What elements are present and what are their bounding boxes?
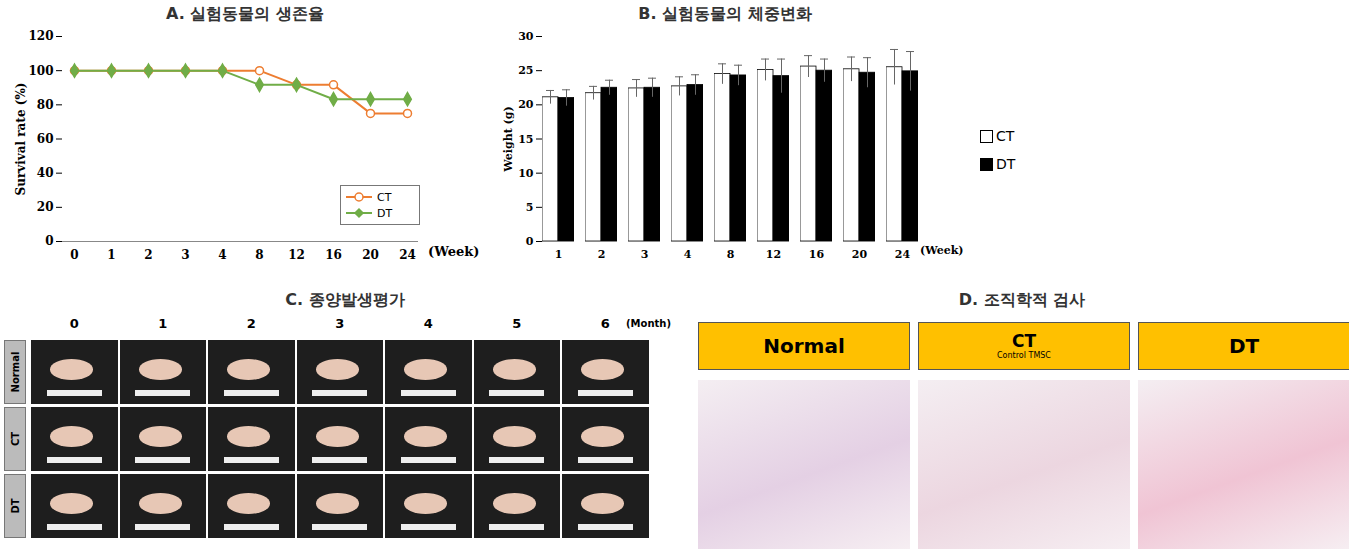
svg-text:25: 25 xyxy=(518,64,533,77)
svg-text:0: 0 xyxy=(70,248,78,262)
svg-text:Weight (g): Weight (g) xyxy=(502,106,515,172)
html-text:DT: DT xyxy=(996,156,1016,172)
svg-text:3: 3 xyxy=(181,248,189,262)
svg-text:Survival rate (%): Survival rate (%) xyxy=(14,83,28,196)
html-text:CT: CT xyxy=(377,190,392,204)
svg-text:40: 40 xyxy=(37,166,54,180)
html-text:4: 4 xyxy=(423,316,433,331)
svg-text:2: 2 xyxy=(598,248,606,261)
svg-text:20: 20 xyxy=(852,248,868,261)
svg-text:20: 20 xyxy=(518,98,534,111)
svg-text:0: 0 xyxy=(45,234,53,248)
html-text:DT: DT xyxy=(377,206,393,220)
svg-text:16: 16 xyxy=(325,248,342,262)
svg-text:4: 4 xyxy=(218,248,226,262)
html-text:D. 조직학적 검사: D. 조직학적 검사 xyxy=(958,290,1086,309)
svg-text:80: 80 xyxy=(37,98,54,112)
html-text:2: 2 xyxy=(246,316,256,331)
svg-text:15: 15 xyxy=(518,133,533,146)
svg-text:0: 0 xyxy=(526,235,534,248)
html-text:C. 종양발생평가: C. 종양발생평가 xyxy=(285,290,405,309)
svg-text:12: 12 xyxy=(766,248,781,261)
html-text:Control TMSC: Control TMSC xyxy=(997,351,1051,360)
html-text:DT: DT xyxy=(9,498,21,514)
html-text:6: 6 xyxy=(600,316,610,331)
html-text:CT: CT xyxy=(9,431,21,447)
html-text:5: 5 xyxy=(512,316,522,331)
svg-text:5: 5 xyxy=(526,201,534,214)
html-text:3: 3 xyxy=(335,316,345,331)
html-text:(Week): (Week) xyxy=(920,244,964,257)
svg-text:24: 24 xyxy=(895,248,911,261)
svg-text:20: 20 xyxy=(362,248,379,262)
svg-text:60: 60 xyxy=(37,132,54,146)
svg-text:16: 16 xyxy=(809,248,825,261)
svg-text:30: 30 xyxy=(518,30,534,43)
svg-text:20: 20 xyxy=(37,200,54,214)
svg-text:100: 100 xyxy=(28,64,53,78)
svg-text:1: 1 xyxy=(107,248,115,262)
svg-text:4: 4 xyxy=(684,248,692,261)
html-text:(Month): (Month) xyxy=(626,318,671,329)
html-text:Normal: Normal xyxy=(763,334,845,358)
svg-text:12: 12 xyxy=(288,248,305,262)
html-text:CT: CT xyxy=(1012,331,1036,351)
svg-text:24: 24 xyxy=(399,248,416,262)
html-text:B. 실험동물의 체중변화: B. 실험동물의 체중변화 xyxy=(638,4,812,23)
svg-text:1: 1 xyxy=(555,248,563,261)
svg-text:3: 3 xyxy=(641,248,649,261)
html-text:A. 실험동물의 생존율: A. 실험동물의 생존율 xyxy=(166,4,324,23)
html-text:Normal: Normal xyxy=(9,351,21,393)
svg-text:10: 10 xyxy=(518,167,534,180)
html-text:CT: CT xyxy=(996,128,1015,144)
svg-text:120: 120 xyxy=(28,29,53,43)
html-text:1: 1 xyxy=(158,316,168,331)
svg-text:8: 8 xyxy=(255,248,263,262)
html-text:0: 0 xyxy=(69,316,79,331)
html-text:DT: DT xyxy=(1228,334,1260,358)
svg-text:8: 8 xyxy=(727,248,735,261)
svg-text:2: 2 xyxy=(144,248,152,262)
html-text:(Week): (Week) xyxy=(428,244,480,259)
